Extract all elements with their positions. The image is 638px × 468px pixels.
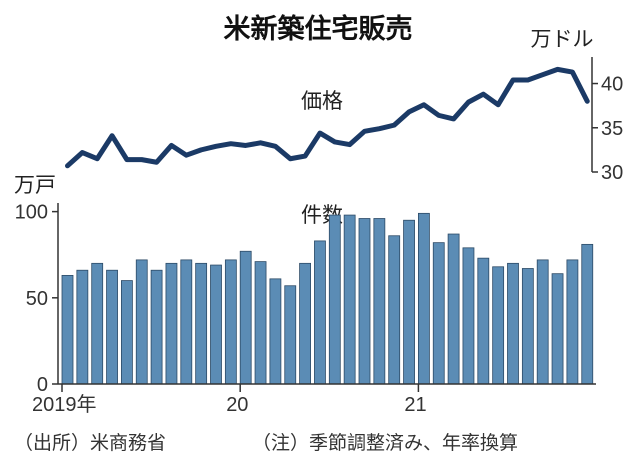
sales-bar: [314, 240, 326, 385]
sales-bar: [536, 259, 549, 385]
sales-bars: [61, 212, 594, 385]
price-series-line: [65, 66, 590, 169]
sales-bar: [239, 250, 252, 385]
sales-bar: [180, 259, 193, 385]
sales-bar: [91, 262, 104, 385]
sales-bar: [477, 257, 490, 385]
sales-bar: [269, 278, 282, 385]
price-y-tick-label: 40: [601, 74, 623, 96]
sales-x-ticks: 2019年 20 21: [32, 384, 427, 416]
sales-bar: [135, 259, 148, 385]
sales-bar: [106, 269, 118, 385]
sales-bar: [254, 261, 267, 385]
price-line-panel: 万ドル 価格 30 35 40: [65, 27, 623, 184]
sales-bar: [343, 214, 356, 385]
sales-bar: [328, 214, 341, 385]
sales-unit-label: 万戸: [14, 173, 56, 197]
sales-bar: [150, 269, 163, 385]
sales-bar: [432, 242, 445, 385]
sales-bar: [462, 247, 475, 385]
price-y-tick-label: 35: [601, 118, 623, 140]
sales-bar: [566, 259, 579, 385]
price-series-label: 価格: [301, 89, 343, 113]
sales-bar: [417, 212, 430, 385]
sales-bar: [224, 259, 237, 385]
sales-bar: [284, 285, 297, 385]
sales-bar: [165, 262, 178, 385]
sales-y-tick-label: 50: [26, 288, 48, 310]
sales-x-tick-label: 2019年: [32, 393, 97, 416]
price-y-ticks: 30 35 40: [592, 74, 623, 184]
chart-title: 米新築住宅販売: [224, 13, 413, 45]
sales-bar: [299, 262, 312, 385]
sales-y-tick-label: 100: [15, 202, 48, 224]
sales-bar: [403, 219, 415, 385]
sales-x-tick-label: 21: [404, 394, 426, 416]
sales-x-tick-label: 20: [226, 394, 248, 416]
sales-bar: [507, 262, 519, 385]
sales-bar: [61, 274, 74, 385]
source-note: （出所）米商務省: [14, 432, 166, 454]
sales-bar: [373, 218, 386, 385]
sales-bar: [121, 280, 133, 385]
footnote: （注）季節調整済み、年率換算: [252, 432, 518, 454]
sales-bar: [492, 266, 505, 385]
price-unit-label: 万ドル: [531, 27, 594, 51]
price-y-tick-label: 30: [601, 162, 623, 184]
sales-bar: [551, 273, 564, 385]
sales-bar: [358, 218, 371, 385]
sales-bar: [521, 268, 534, 385]
sales-bar: [195, 262, 208, 385]
sales-bar: [210, 264, 222, 385]
sales-bar: [581, 243, 594, 385]
sales-bar: [388, 235, 401, 385]
sales-bar: [76, 269, 89, 385]
sales-y-ticks: 0 50 100: [15, 202, 58, 396]
sales-bar: [447, 233, 460, 385]
sales-y-tick-label: 0: [37, 374, 48, 396]
